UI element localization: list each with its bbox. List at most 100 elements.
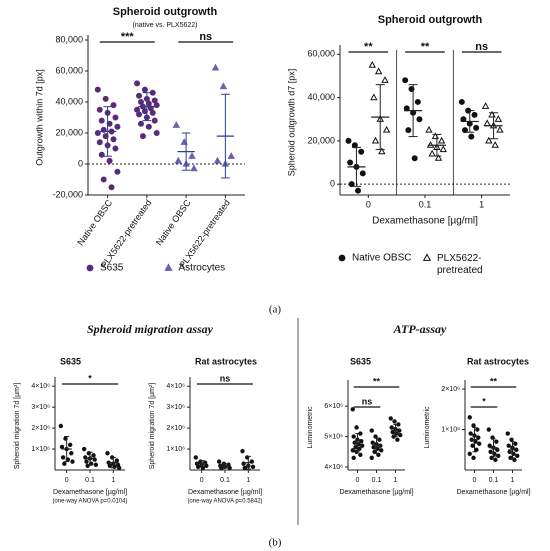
data-point bbox=[462, 127, 469, 134]
y-tick-label: 40,000 bbox=[307, 92, 335, 102]
y-axis-label: Luminometric bbox=[424, 406, 431, 449]
x-tick-label: 1 bbox=[394, 477, 398, 484]
data-point bbox=[136, 111, 143, 118]
data-point bbox=[389, 425, 394, 430]
y-tick-label: 0 bbox=[78, 158, 83, 168]
data-point bbox=[114, 168, 121, 175]
data-point bbox=[411, 155, 418, 162]
note: (one-way ANOVA p=0.0104) bbox=[52, 499, 127, 505]
significance-label: * bbox=[482, 396, 486, 406]
chart-title: S635 bbox=[60, 356, 81, 366]
y-axis-label: Luminometric bbox=[307, 406, 314, 449]
chart-title: Spheroid outgrowth bbox=[113, 6, 218, 18]
data-point bbox=[475, 427, 480, 432]
chart-title: Rat astrocytes bbox=[195, 356, 257, 366]
y-tick-label: 1×10⁶ bbox=[441, 426, 460, 433]
y-tick-label: 4×10⁶ bbox=[166, 383, 185, 390]
data-point bbox=[350, 448, 355, 453]
legend-marker bbox=[164, 263, 173, 271]
data-point bbox=[94, 86, 101, 93]
data-point bbox=[487, 443, 492, 448]
data-point bbox=[227, 465, 232, 471]
y-tick-label: 20,000 bbox=[307, 135, 335, 145]
significance-label: ** bbox=[373, 376, 381, 386]
chart-title: S635 bbox=[350, 356, 371, 366]
data-point bbox=[110, 102, 117, 109]
x-tick-label: 1 bbox=[479, 199, 484, 209]
data-point bbox=[353, 445, 358, 450]
x-axis-label: Dexamethasone [µg/ml] bbox=[339, 489, 413, 496]
y-tick-label: 0 bbox=[330, 179, 335, 189]
data-point bbox=[114, 123, 121, 130]
y-tick-label: 6×10⁶ bbox=[324, 403, 343, 410]
data-point bbox=[136, 92, 143, 99]
data-point bbox=[414, 98, 421, 105]
legend-label: PLX5622-pretreated bbox=[437, 253, 483, 276]
data-point bbox=[382, 125, 391, 133]
data-point bbox=[434, 154, 443, 161]
data-point bbox=[467, 415, 472, 420]
y-tick-label: 3×10⁶ bbox=[166, 404, 185, 411]
data-point bbox=[471, 111, 478, 118]
data-point bbox=[369, 428, 374, 433]
data-point bbox=[458, 98, 465, 105]
data-point bbox=[345, 137, 352, 144]
significance-label: ** bbox=[421, 41, 430, 53]
data-point bbox=[114, 458, 120, 463]
legend-label: Astrocytes bbox=[179, 263, 226, 274]
y-tick-label: -20,000 bbox=[52, 189, 83, 199]
data-point bbox=[388, 416, 393, 421]
data-point bbox=[474, 447, 479, 452]
data-point bbox=[112, 114, 119, 121]
data-point bbox=[378, 147, 386, 155]
legend-marker bbox=[86, 264, 94, 272]
panel-label: (b) bbox=[269, 537, 282, 549]
chart-title: Rat astrocytes bbox=[467, 356, 529, 366]
x-tick-label: 0.1 bbox=[372, 477, 382, 484]
data-point bbox=[379, 448, 384, 453]
data-point bbox=[188, 152, 196, 159]
data-point bbox=[62, 461, 67, 466]
x-axis-label: Dexamethasone [µg/ml] bbox=[53, 489, 127, 496]
data-point bbox=[381, 76, 389, 83]
y-tick-label: 60,000 bbox=[55, 65, 83, 75]
data-point bbox=[357, 446, 362, 451]
data-point bbox=[405, 127, 412, 134]
note: (one-way ANOVA p=0.5842) bbox=[187, 499, 262, 505]
legend-marker bbox=[422, 253, 432, 261]
data-point bbox=[153, 129, 160, 136]
data-point bbox=[368, 60, 377, 68]
data-point bbox=[145, 123, 152, 130]
data-point bbox=[355, 187, 362, 194]
data-point bbox=[371, 136, 380, 144]
data-point bbox=[348, 181, 355, 188]
significance-label: ns bbox=[220, 373, 231, 383]
data-point bbox=[107, 463, 113, 469]
data-point bbox=[395, 437, 400, 442]
legend-label: S635 bbox=[100, 263, 124, 274]
data-point bbox=[496, 453, 501, 459]
data-point bbox=[59, 444, 65, 450]
data-point bbox=[98, 151, 105, 158]
data-point bbox=[112, 145, 119, 152]
data-point bbox=[100, 176, 107, 183]
data-point bbox=[468, 133, 475, 140]
data-point bbox=[96, 139, 103, 146]
data-point bbox=[110, 136, 117, 143]
data-point bbox=[416, 116, 423, 123]
data-point bbox=[515, 453, 520, 459]
x-tick-label: Native OBSC bbox=[75, 197, 114, 247]
data-point bbox=[491, 141, 499, 148]
significance-label: ns bbox=[199, 31, 212, 43]
data-point bbox=[485, 136, 493, 144]
data-point bbox=[513, 441, 518, 446]
data-point bbox=[69, 451, 74, 456]
data-point bbox=[370, 93, 378, 101]
significance-label: ** bbox=[364, 41, 373, 53]
data-point bbox=[204, 463, 209, 469]
y-tick-label: 60,000 bbox=[307, 49, 335, 59]
significance-label: ns bbox=[475, 41, 488, 53]
data-point bbox=[477, 441, 482, 446]
data-point bbox=[139, 133, 146, 140]
